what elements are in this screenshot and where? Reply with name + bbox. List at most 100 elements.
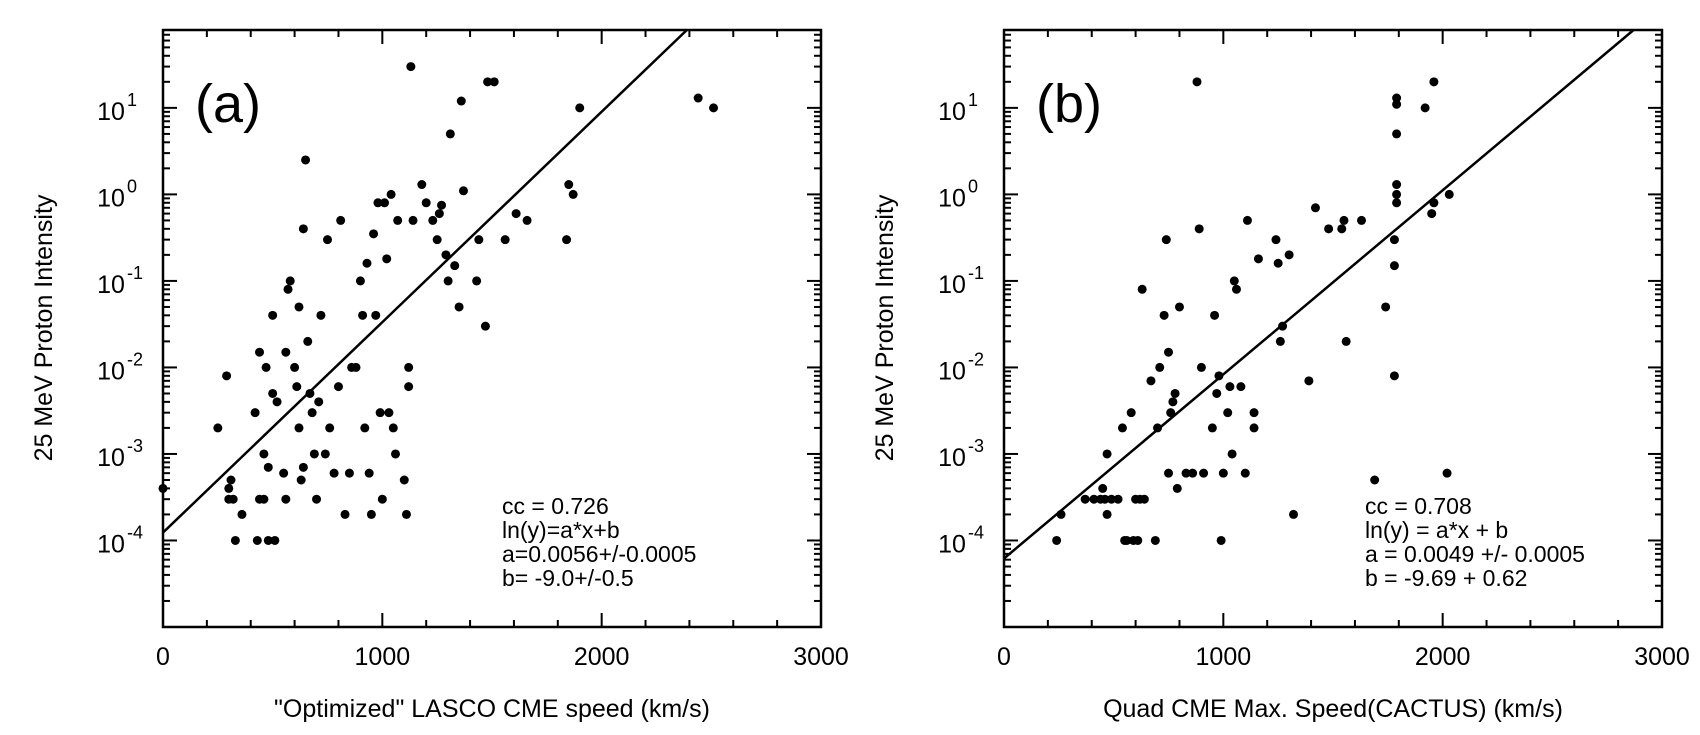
panel-b-data-point [1389,371,1399,381]
panel-a-y-tick-label: 10 [97,357,125,385]
panel-b-y-tick-exponent: -1 [968,263,984,283]
panel-b-data-point [1181,468,1191,478]
panel-b-data-point [1427,209,1437,219]
panel-b-data-point [1126,408,1136,418]
panel-b-data-point [1207,423,1217,433]
panel-a-data-point [224,483,234,493]
panel-b-x-tick-label: 0 [997,643,1011,671]
panel-b-data-point [1324,224,1334,234]
panel-b-data-point [1341,336,1351,346]
panel-a-data-point [305,388,315,398]
panel-a-y-tick-exponent: -3 [127,436,143,456]
panel-a-data-point [279,468,289,478]
panel-a-data-point [445,129,455,139]
panel-a-data-point [283,284,293,294]
panel-b-data-point [1199,468,1209,478]
panel-a-data-point [450,261,460,271]
panel-b-data-point [1392,93,1402,103]
panel-a-data-point [373,198,383,208]
panel-a-data-point [329,468,339,478]
panel-a-annotation-model: ln(y)=a*x+b [502,517,620,543]
panel-a-data-point [369,229,379,239]
panel-a-data-point [474,235,484,245]
panel-a-data-point [213,423,223,433]
panel-b-data-point [1444,189,1454,199]
panel-a-data-point [388,423,398,433]
panel-b-data-point [1231,284,1241,294]
panel-a-data-point [456,96,466,106]
panel-b-data-point [1102,509,1112,519]
panel-b-data-point [1170,388,1180,398]
panel-b-data-point [1161,235,1171,245]
panel-a-data-point [454,302,464,312]
panel-b-data-point [1212,388,1222,398]
panel-a-data-point [575,103,585,113]
panel-a-data-point [252,535,262,545]
panel-a-data-point [228,494,238,504]
panel-a-data-point [437,200,447,210]
panel-b-label: (b) [1036,74,1102,134]
panel-a-data-point [296,475,306,485]
panel-a-data-point [340,509,350,519]
panel-a-annotation-b: b= -9.0+/-0.5 [502,565,634,591]
panel-a-annotation-cc: cc = 0.726 [502,493,609,519]
panel-b-data-point [1442,468,1452,478]
panel-a-data-point [336,215,346,225]
panel-b-data-point [1227,449,1237,459]
panel-a-data-point [417,180,427,190]
panel-a-data-point [333,382,343,392]
panel-b-plot-frame [1002,28,1664,629]
panel-a-data-point [344,468,354,478]
panel-a-data-point [406,62,416,72]
panel-b-data-point [1310,203,1320,213]
panel-b-data-point [1392,189,1402,199]
panel-b-y-tick-exponent: 0 [968,176,978,196]
panel-a-data-point [272,397,282,407]
panel-a-data-point [259,494,269,504]
panel-a-data-point [380,198,390,208]
panel-a-data-point [366,509,376,519]
panel-b-y-tick-label: 10 [938,530,966,558]
panel-b-data-point [1089,494,1099,504]
panel-b-data-point [1218,468,1228,478]
panel-a-data-point [358,310,368,320]
panel-b-data-point [1271,235,1281,245]
panel-b-data-point [1113,494,1123,504]
panel-b-y-tick-label: 10 [938,98,966,126]
panel-a-data-point [511,209,521,219]
panel-a-data-point [226,475,236,485]
panel-a-data-point [298,224,308,234]
panel-b-y-tick-label: 10 [938,444,966,472]
panel-b-y-tick-exponent: 1 [968,90,978,110]
panel-a-data-point [390,449,400,459]
panel-b-x-tick-label: 2000 [1415,643,1471,671]
panel-b-data-point [1106,494,1116,504]
panel-b-y-tick-exponent: -3 [968,436,984,456]
panel-a-data-point [261,362,271,372]
panel-a-data-point [458,186,468,196]
panel-a-data-point [285,276,295,286]
panel-b-data-point [1357,215,1367,225]
panel-a-data-point [323,235,332,245]
panel-a-x-tick-label: 0 [156,643,170,671]
panel-a-y-tick-label: 10 [97,184,125,212]
panel-a-data-point [377,494,387,504]
panel-a-data-point [158,483,168,493]
panel-a-data-point [259,449,269,459]
panel-b-data-point [1168,397,1178,407]
panel-a-x-axis-label: "Optimized" LASCO CME speed (km/s) [274,695,710,723]
panel-b-data-point [1100,494,1110,504]
panel-b-data-point [1420,103,1430,113]
panel-b-data-point [1429,77,1439,87]
panel-a-data-point [384,408,394,418]
panel-b-data-point [1174,302,1184,312]
panel-b-data-point [1392,180,1402,190]
panel-b-data-point [1146,376,1156,386]
panel-a-data-point [443,276,453,286]
panel-a-y-tick-exponent: -2 [127,349,143,369]
panel-b-data-point [1117,423,1127,433]
panel-a-y-tick-label: 10 [97,530,125,558]
panel-a-data-point [375,408,385,418]
panel-a-y-tick-label: 10 [97,98,125,126]
